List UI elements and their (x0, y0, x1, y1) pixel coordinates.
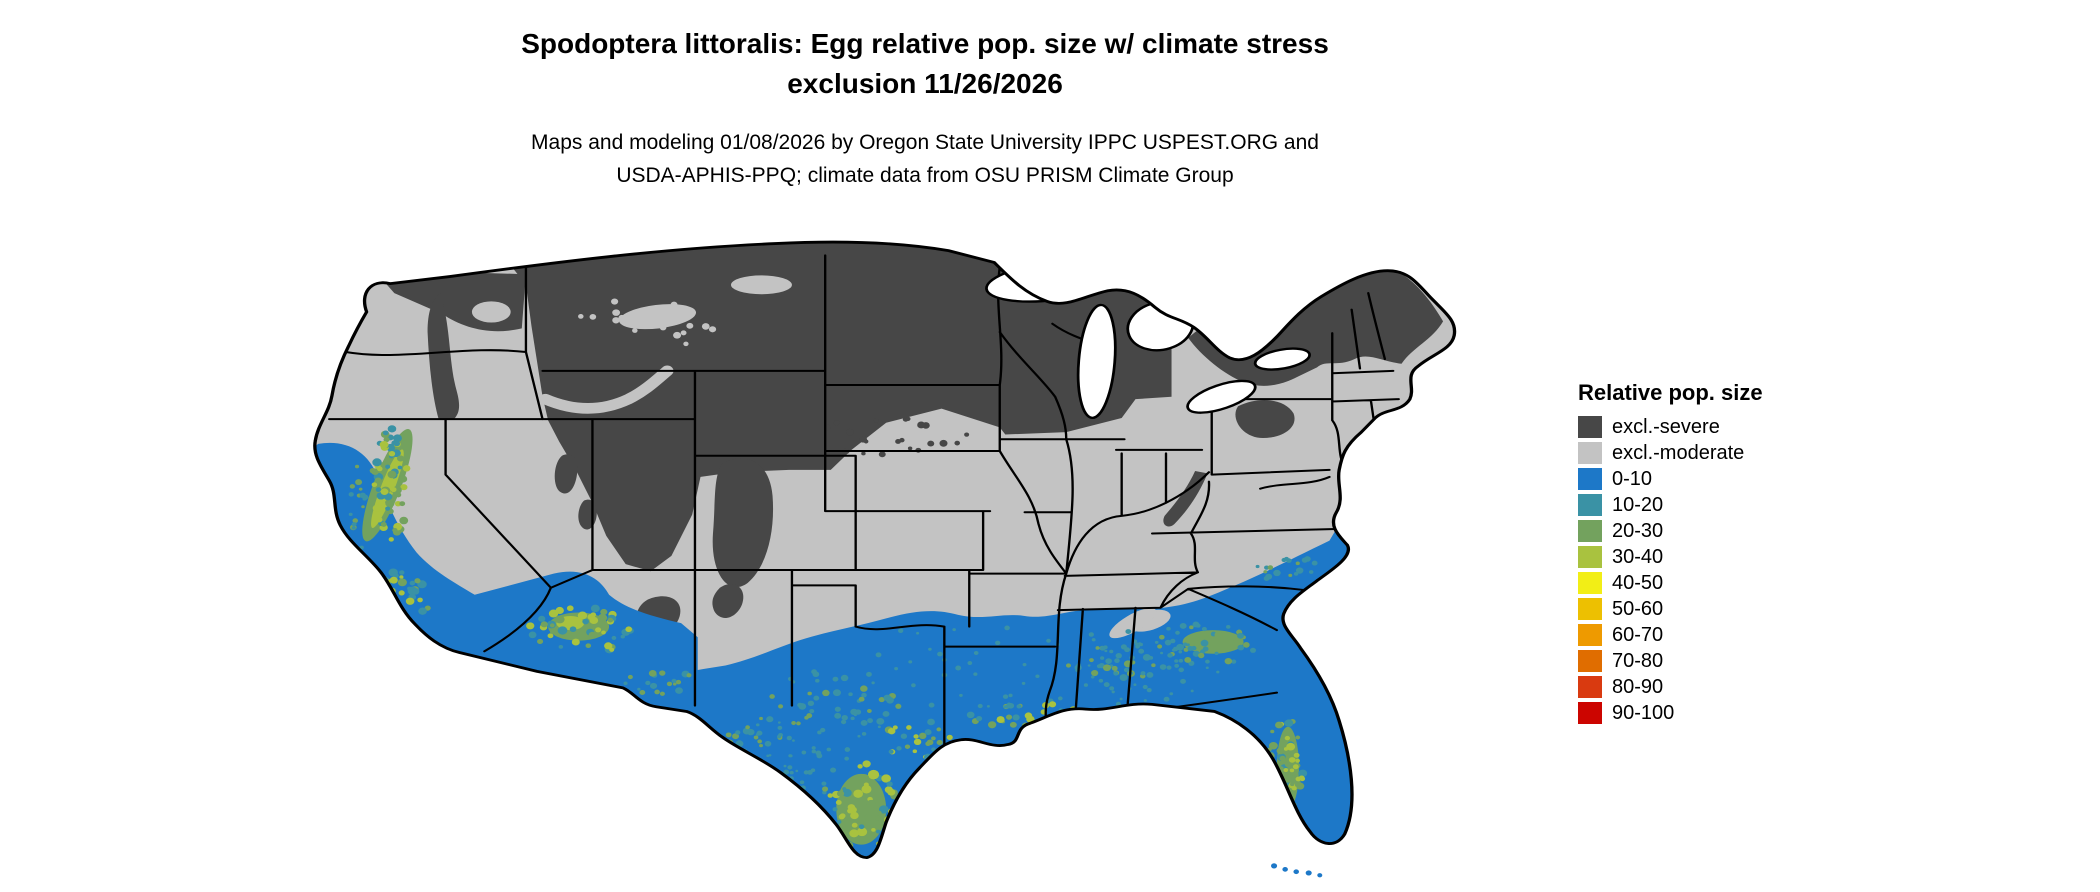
legend-color-swatch (1578, 598, 1602, 620)
legend-title: Relative pop. size (1578, 380, 1763, 405)
legend-item: 80-90 (1578, 676, 1763, 698)
appalachian-gray-tongue (1109, 607, 1171, 639)
legend-item: 30-40 (1578, 546, 1763, 568)
legend: Relative pop. size excl.-severe excl.-mod… (1578, 380, 1763, 728)
legend-item-label: 20-30 (1612, 520, 1664, 542)
legend-items: excl.-severe excl.-moderate 0-10 10-20 20-30… (1578, 416, 1763, 724)
map-content (314, 241, 1455, 858)
legend-color-swatch (1578, 546, 1602, 568)
legend-item-label: 60-70 (1612, 624, 1664, 646)
legend-item-label: excl.-moderate (1612, 442, 1745, 464)
legend-item: excl.-severe (1578, 416, 1763, 438)
legend-item: 60-70 (1578, 624, 1763, 646)
moderate-texture-patches (471, 275, 792, 414)
legend-item: 50-60 (1578, 598, 1763, 620)
lake-erie (1186, 379, 1257, 414)
legend-color-swatch (1578, 676, 1602, 698)
legend-item: 90-100 (1578, 702, 1763, 724)
legend-item-label: 30-40 (1612, 546, 1664, 568)
us-map (235, 220, 1565, 880)
legend-color-swatch (1578, 650, 1602, 672)
legend-item-label: 90-100 (1612, 702, 1675, 724)
legend-color-swatch (1578, 494, 1602, 516)
legend-item: 0-10 (1578, 468, 1763, 490)
legend-item-label: excl.-severe (1612, 416, 1720, 438)
figure-subtitle: Maps and modeling 01/08/2026 by Oregon S… (0, 126, 1850, 192)
legend-item-label: 10-20 (1612, 494, 1664, 516)
legend-item: 10-20 (1578, 494, 1763, 516)
legend-item: excl.-moderate (1578, 442, 1763, 464)
us-map-svg (313, 240, 1457, 878)
legend-item-label: 40-50 (1612, 572, 1664, 594)
figure-title: Spodoptera littoralis: Egg relative pop.… (0, 24, 1850, 104)
florida-keys (1271, 863, 1323, 878)
legend-item-label: 70-80 (1612, 650, 1664, 672)
title-line-1: Spodoptera littoralis: Egg relative pop.… (521, 28, 1329, 59)
legend-color-swatch (1578, 468, 1602, 490)
us-outline (313, 240, 1457, 860)
legend-item: 40-50 (1578, 572, 1763, 594)
legend-color-swatch (1578, 416, 1602, 438)
legend-color-swatch (1578, 702, 1602, 724)
legend-color-swatch (1578, 442, 1602, 464)
subtitle-line-1: Maps and modeling 01/08/2026 by Oregon S… (531, 131, 1319, 154)
lake-michigan (1076, 303, 1117, 420)
title-line-2: exclusion 11/26/2026 (787, 68, 1063, 99)
legend-item: 70-80 (1578, 650, 1763, 672)
legend-item-label: 80-90 (1612, 676, 1664, 698)
legend-color-swatch (1578, 572, 1602, 594)
subtitle-line-2: USDA-APHIS-PPQ; climate data from OSU PR… (616, 164, 1234, 187)
state-borders (328, 254, 1400, 750)
legend-item: 20-30 (1578, 520, 1763, 542)
legend-color-swatch (1578, 624, 1602, 646)
legend-item-label: 50-60 (1612, 598, 1664, 620)
lake-ontario (1253, 347, 1311, 371)
legend-item-label: 0-10 (1612, 468, 1653, 490)
legend-color-swatch (1578, 520, 1602, 542)
